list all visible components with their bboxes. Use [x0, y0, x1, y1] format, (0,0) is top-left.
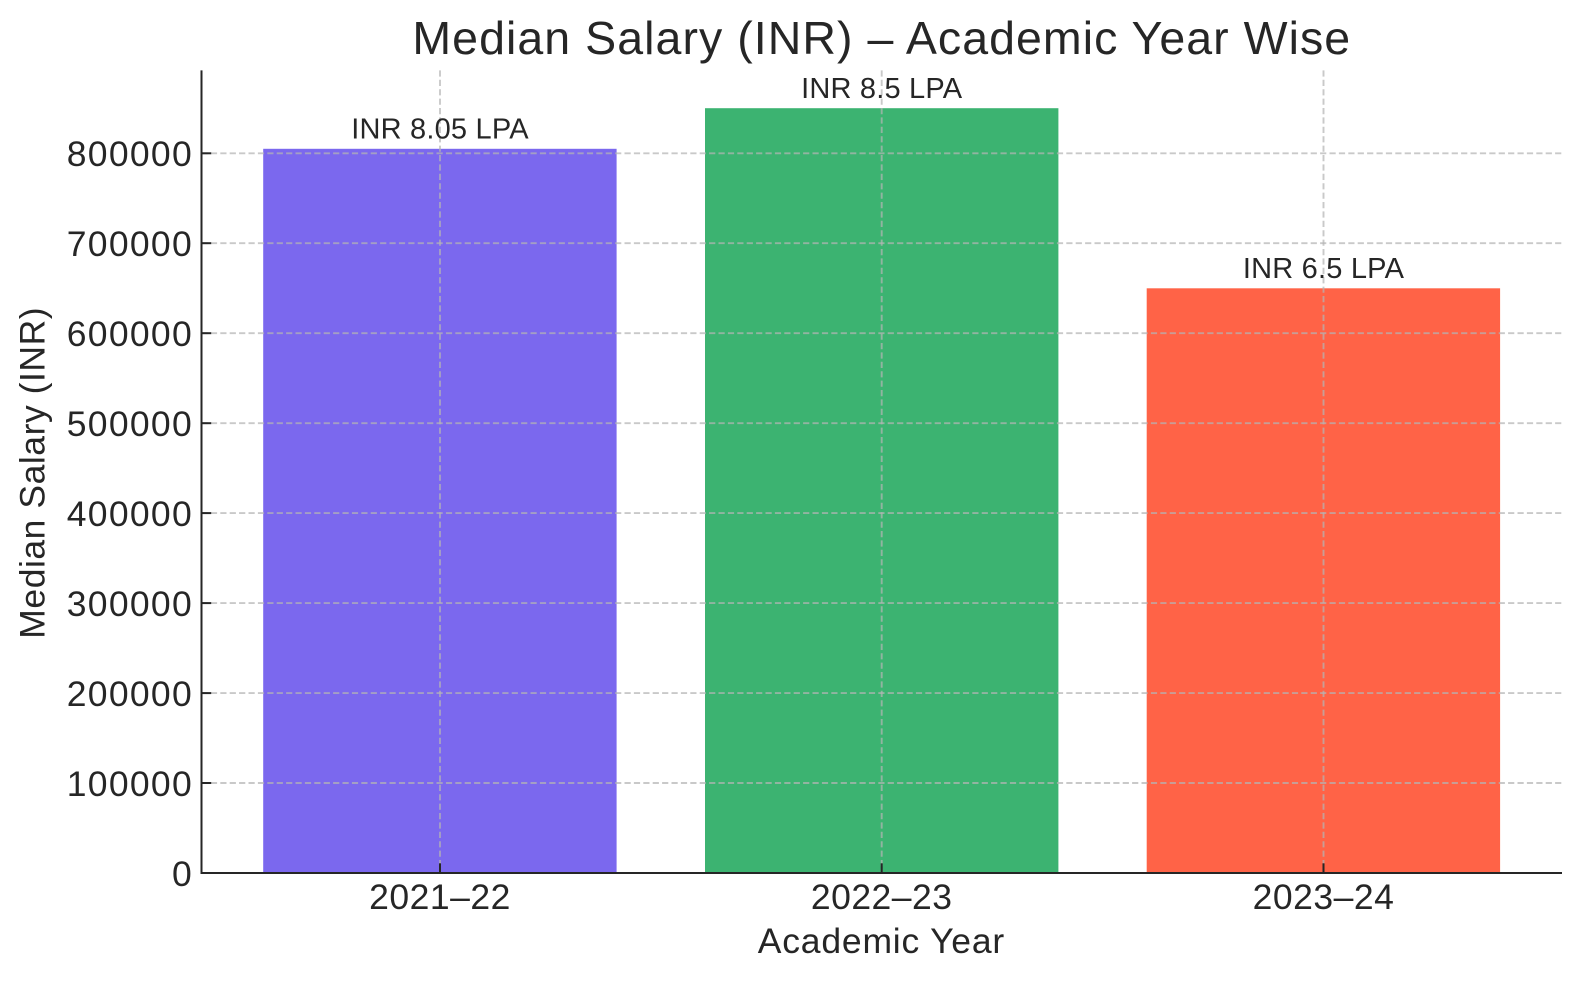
svg-text:300000: 300000: [67, 584, 193, 624]
svg-text:2021–22: 2021–22: [369, 877, 511, 917]
svg-text:2022–23: 2022–23: [811, 877, 953, 917]
svg-text:Median Salary (INR): Median Salary (INR): [13, 307, 53, 639]
svg-text:INR 8.5 LPA: INR 8.5 LPA: [801, 73, 963, 105]
svg-text:Median Salary (INR) – Academic: Median Salary (INR) – Academic Year Wise: [412, 12, 1351, 64]
svg-text:Academic Year: Academic Year: [758, 921, 1005, 961]
svg-text:INR 6.5 LPA: INR 6.5 LPA: [1243, 253, 1405, 285]
svg-text:400000: 400000: [67, 494, 193, 534]
svg-text:200000: 200000: [67, 674, 193, 714]
svg-text:700000: 700000: [67, 224, 193, 264]
svg-text:0: 0: [172, 854, 193, 894]
svg-text:INR 8.05 LPA: INR 8.05 LPA: [351, 113, 529, 145]
svg-text:800000: 800000: [67, 134, 193, 174]
svg-text:2023–24: 2023–24: [1253, 877, 1395, 917]
svg-text:600000: 600000: [67, 314, 193, 354]
svg-text:500000: 500000: [67, 404, 193, 444]
svg-text:100000: 100000: [67, 764, 193, 804]
